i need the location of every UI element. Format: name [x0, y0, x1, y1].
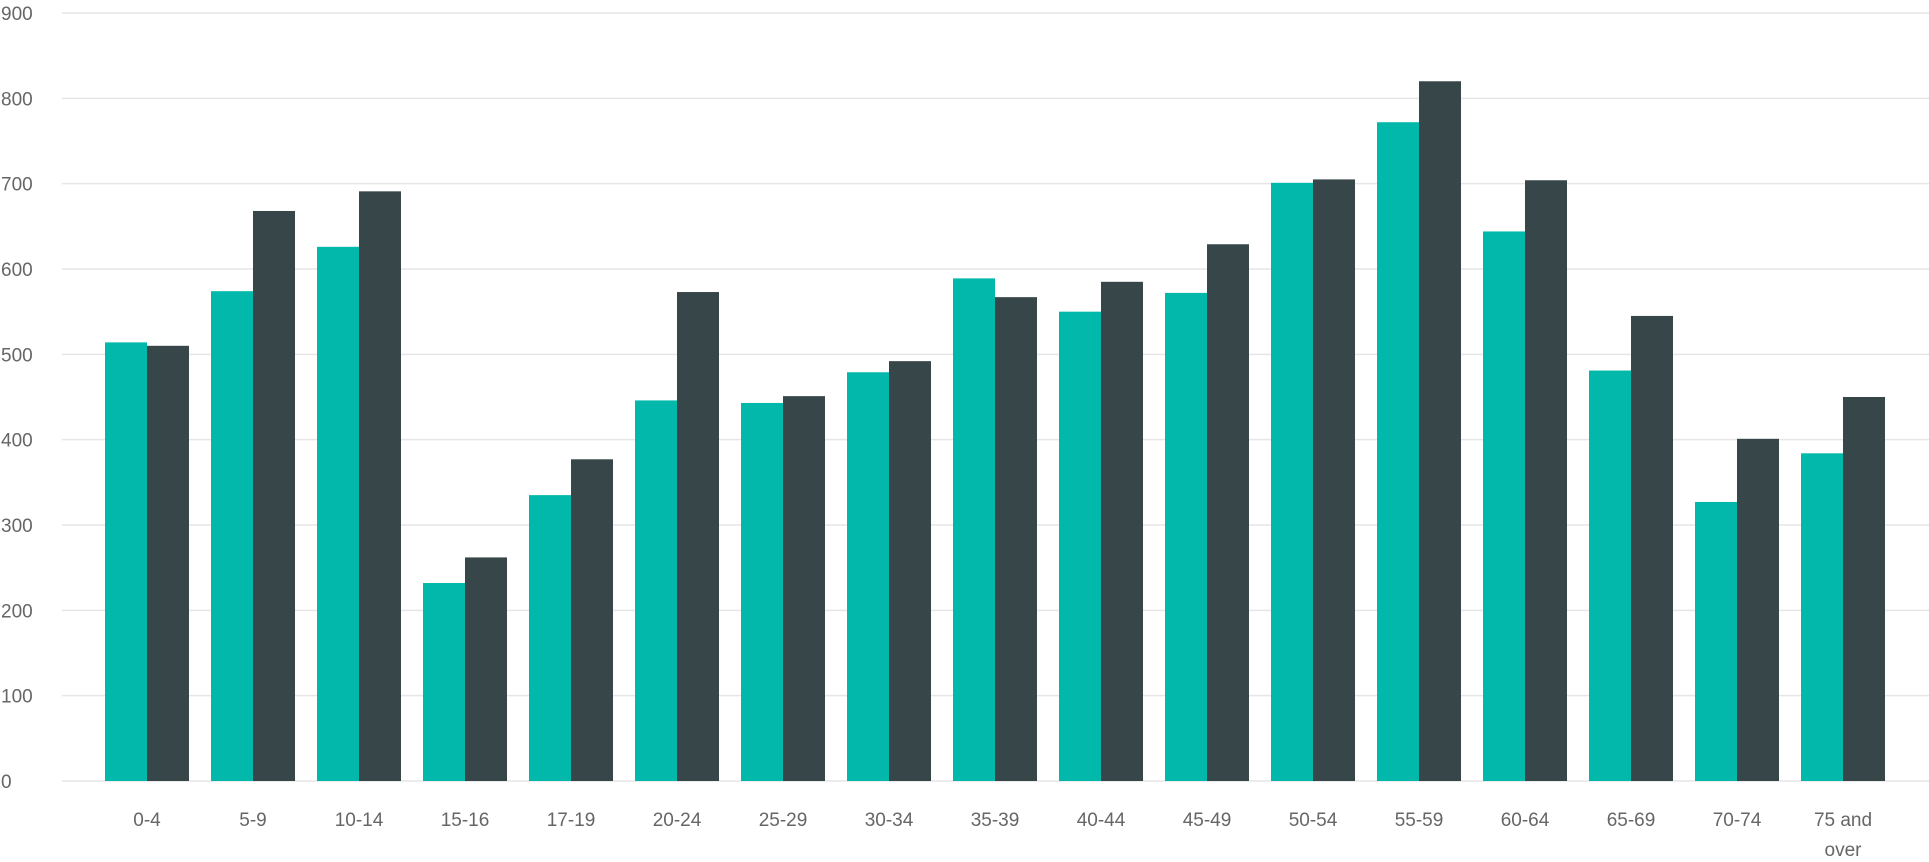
- bar-series-2: [995, 297, 1037, 781]
- x-tick-label: 30-34: [865, 810, 914, 831]
- bar-series-1: [741, 402, 783, 781]
- x-tick-label: 55-59: [1395, 810, 1444, 831]
- x-tick-label: 60-64: [1501, 810, 1550, 831]
- bar-series-2: [253, 210, 295, 781]
- bar-series-2: [1419, 81, 1461, 782]
- x-axis-ticks: 0-4 5-9 10-14 15-16 17-19 20-24 25-29 30-34 35-3…: [133, 810, 1872, 861]
- y-tick-label: 700: [1, 175, 33, 196]
- bar-series-1: [211, 291, 253, 781]
- bar-series-2: [465, 557, 507, 781]
- x-tick-label: 25-29: [759, 810, 808, 831]
- y-tick-label: 900: [1, 4, 33, 25]
- bar-series-2: [889, 361, 931, 781]
- x-tick-label: 65-69: [1607, 810, 1656, 831]
- x-tick-label: 15-16: [441, 810, 490, 831]
- bars: [105, 81, 1885, 782]
- bar-series-1: [529, 495, 571, 781]
- bar-series-2: [1101, 281, 1143, 781]
- bar-series-2: [1843, 397, 1885, 781]
- bar-series-1: [1059, 311, 1101, 781]
- bar-series-1: [1589, 370, 1631, 781]
- bar-series-2: [1207, 244, 1249, 782]
- x-tick-label: 10-14: [335, 810, 384, 831]
- bar-series-2: [677, 292, 719, 781]
- bar-series-1: [1165, 292, 1207, 781]
- y-tick-label: 800: [1, 89, 33, 110]
- bar-series-1: [953, 278, 995, 781]
- x-tick-label: 40-44: [1077, 810, 1126, 831]
- y-tick-label: 0: [1, 772, 12, 793]
- bar-series-1: [1377, 122, 1419, 781]
- y-tick-label: 600: [1, 260, 33, 281]
- x-tick-label: 20-24: [653, 810, 702, 831]
- bar-series-2: [1525, 180, 1567, 782]
- bar-series-1: [635, 400, 677, 781]
- bar-series-2: [1737, 438, 1779, 781]
- x-tick-label: 70-74: [1713, 810, 1762, 831]
- y-tick-label: 500: [1, 345, 33, 366]
- y-axis-ticks: 0 100 200 300 400 500 600 700 800 900: [1, 4, 33, 793]
- x-tick-label: 0-4: [133, 810, 161, 831]
- x-tick-label: 35-39: [971, 810, 1020, 831]
- bar-series-1: [317, 246, 359, 781]
- bar-series-1: [423, 583, 465, 781]
- bar-series-2: [1313, 179, 1355, 781]
- bar-series-2: [1631, 315, 1673, 781]
- bar-series-1: [1801, 453, 1843, 781]
- bar-series-1: [847, 372, 889, 781]
- bar-series-1: [1483, 231, 1525, 781]
- bar-series-2: [147, 345, 189, 781]
- bar-series-1: [1695, 501, 1737, 781]
- x-tick-label: 75 and over: [1814, 810, 1872, 861]
- y-tick-label: 200: [1, 601, 33, 622]
- bar-series-2: [359, 191, 401, 781]
- y-tick-label: 100: [1, 687, 33, 708]
- bar-series-2: [571, 459, 613, 781]
- x-tick-label: 50-54: [1289, 810, 1338, 831]
- y-tick-label: 400: [1, 431, 33, 452]
- bar-series-1: [105, 342, 147, 781]
- bar-series-1: [1271, 182, 1313, 781]
- bar-series-2: [783, 396, 825, 781]
- x-tick-label: 17-19: [547, 810, 596, 831]
- x-tick-label: 45-49: [1183, 810, 1232, 831]
- x-tick-label: 5-9: [239, 810, 266, 831]
- y-tick-label: 300: [1, 516, 33, 537]
